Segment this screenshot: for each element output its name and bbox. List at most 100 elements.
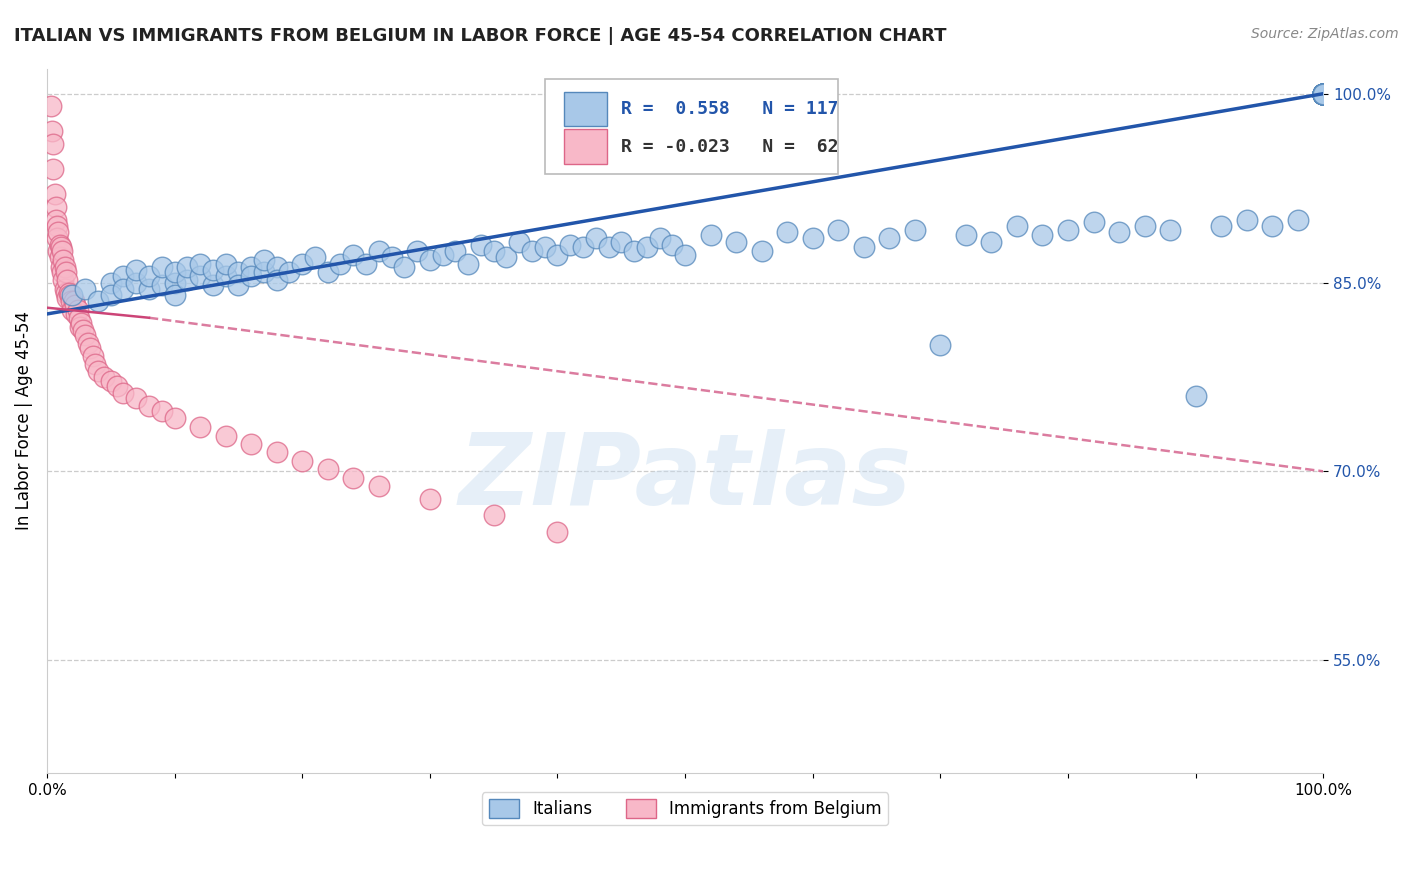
Point — [1005, 219, 1028, 233]
Point — [1312, 87, 1334, 101]
Point — [1312, 87, 1334, 101]
Point — [661, 237, 683, 252]
Point — [1031, 227, 1053, 242]
Point — [1312, 87, 1334, 101]
Point — [62, 303, 84, 318]
Point — [367, 479, 389, 493]
Point — [228, 278, 250, 293]
Point — [163, 411, 186, 425]
Point — [87, 363, 110, 377]
Point — [1312, 87, 1334, 101]
Point — [560, 237, 582, 252]
Point — [51, 244, 73, 258]
Point — [49, 240, 72, 254]
Point — [56, 273, 79, 287]
Point — [266, 273, 288, 287]
Point — [84, 357, 107, 371]
Point — [533, 240, 555, 254]
Point — [41, 124, 63, 138]
Point — [62, 294, 84, 309]
Point — [1108, 225, 1130, 239]
Point — [100, 288, 122, 302]
Point — [1312, 87, 1334, 101]
Text: Source: ZipAtlas.com: Source: ZipAtlas.com — [1251, 27, 1399, 41]
Point — [138, 269, 160, 284]
Point — [65, 307, 87, 321]
Point — [214, 257, 236, 271]
Point — [1312, 87, 1334, 101]
Point — [79, 341, 101, 355]
Point — [495, 250, 517, 264]
Point — [201, 263, 224, 277]
Point — [776, 225, 799, 239]
Point — [1312, 87, 1334, 101]
Point — [520, 244, 543, 258]
Point — [316, 462, 339, 476]
Point — [75, 328, 97, 343]
Point — [648, 231, 671, 245]
Point — [188, 257, 211, 271]
Point — [419, 491, 441, 506]
Point — [60, 294, 83, 309]
Point — [1312, 87, 1334, 101]
Point — [69, 319, 91, 334]
Point — [70, 316, 93, 330]
Point — [188, 269, 211, 284]
Point — [93, 370, 115, 384]
Point — [801, 231, 824, 245]
Point — [1312, 87, 1334, 101]
Point — [42, 136, 65, 151]
Point — [1312, 87, 1334, 101]
Point — [150, 260, 173, 275]
Point — [75, 282, 97, 296]
Point — [201, 278, 224, 293]
Point — [138, 399, 160, 413]
Point — [482, 508, 505, 523]
Point — [1312, 87, 1334, 101]
Point — [112, 269, 135, 284]
Point — [1312, 87, 1334, 101]
Point — [585, 231, 607, 245]
Point — [1312, 87, 1334, 101]
Point — [342, 248, 364, 262]
Point — [546, 524, 568, 539]
Point — [1236, 212, 1258, 227]
Point — [329, 257, 352, 271]
Point — [59, 288, 82, 302]
Point — [52, 252, 75, 267]
Point — [55, 285, 77, 300]
Point — [291, 257, 314, 271]
FancyBboxPatch shape — [544, 79, 838, 174]
Point — [55, 265, 77, 279]
Point — [304, 250, 326, 264]
Point — [457, 257, 479, 271]
Point — [76, 335, 98, 350]
Point — [482, 244, 505, 258]
Point — [62, 288, 84, 302]
Point — [42, 162, 65, 177]
Point — [253, 265, 276, 279]
Point — [1312, 87, 1334, 101]
Point — [67, 310, 90, 325]
Point — [53, 260, 76, 275]
Point — [63, 298, 86, 312]
Point — [45, 200, 67, 214]
Point — [1312, 87, 1334, 101]
Point — [138, 282, 160, 296]
Point — [72, 323, 94, 337]
Point — [380, 250, 402, 264]
Point — [852, 240, 875, 254]
Point — [58, 285, 80, 300]
Point — [188, 420, 211, 434]
Point — [48, 250, 70, 264]
Point — [48, 244, 70, 258]
Point — [1312, 87, 1334, 101]
Point — [150, 404, 173, 418]
Point — [1312, 87, 1334, 101]
Text: R = -0.023   N =  62: R = -0.023 N = 62 — [621, 137, 839, 156]
Point — [266, 260, 288, 275]
Point — [1312, 87, 1334, 101]
Point — [827, 222, 849, 236]
Point — [291, 454, 314, 468]
Point — [125, 276, 148, 290]
